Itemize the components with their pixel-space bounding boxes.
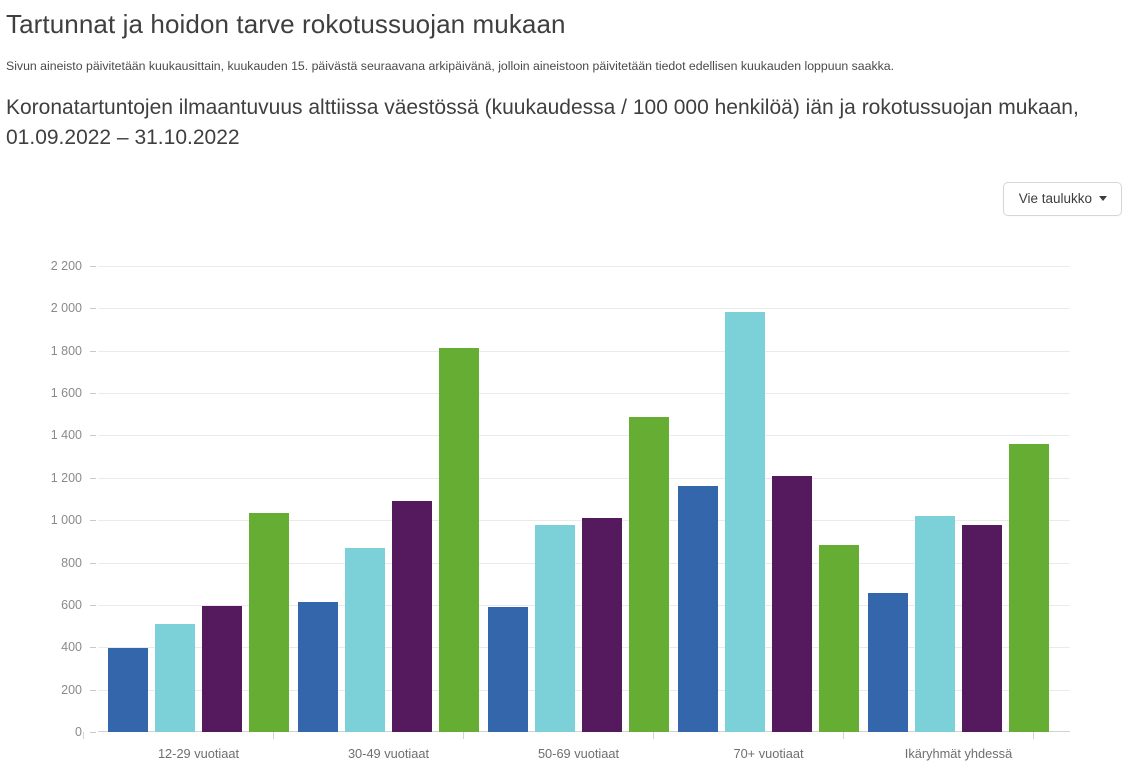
bar[interactable] bbox=[1009, 443, 1049, 732]
y-axis-tick-label: 2 000 bbox=[50, 301, 82, 316]
y-axis-tick bbox=[90, 350, 96, 352]
gridline bbox=[98, 266, 1070, 267]
y-axis-tick bbox=[90, 435, 96, 437]
bar[interactable] bbox=[345, 548, 385, 732]
y-axis-tick bbox=[90, 689, 96, 691]
y-axis-tick-label: 200 bbox=[61, 682, 82, 697]
y-axis-tick bbox=[90, 732, 96, 733]
y-axis-tick-label: 1 800 bbox=[50, 343, 82, 358]
y-axis-tick bbox=[90, 520, 96, 522]
y-axis-tick bbox=[90, 562, 96, 564]
x-axis-category-label: 30-49 vuotiaat bbox=[347, 746, 430, 761]
page-title: Tartunnat ja hoidon tarve rokotussuojan … bbox=[6, 9, 566, 39]
x-axis-category-label: Ikäryhmät yhdessä bbox=[904, 746, 1013, 761]
x-axis-category-label: 50-69 vuotiaat bbox=[537, 746, 620, 761]
bar[interactable] bbox=[108, 648, 148, 732]
bar[interactable] bbox=[725, 311, 765, 732]
y-axis-tick-label: 400 bbox=[61, 640, 82, 655]
x-axis-category-label: 70+ vuotiaat bbox=[733, 746, 804, 761]
x-axis-group-tick bbox=[273, 732, 274, 739]
bar[interactable] bbox=[298, 601, 338, 732]
y-axis-tick bbox=[90, 266, 96, 267]
chart-title: Koronatartuntojen ilmaantuvuus alttiissa… bbox=[6, 96, 1079, 149]
bar[interactable] bbox=[962, 525, 1002, 732]
y-axis-tick-label: 0 bbox=[75, 725, 82, 739]
bar[interactable] bbox=[629, 417, 669, 732]
y-axis-tick bbox=[90, 477, 96, 479]
x-axis-group-tick bbox=[463, 732, 464, 739]
gridline bbox=[98, 308, 1070, 310]
x-axis-category-label: 12-29 vuotiaat bbox=[157, 746, 240, 761]
export-table-label: Vie taulukko bbox=[1018, 191, 1092, 206]
export-toolbar: Vie taulukko bbox=[1002, 182, 1122, 216]
y-axis-tick-label: 800 bbox=[61, 555, 82, 570]
bar[interactable] bbox=[439, 347, 479, 732]
chart-plot: 0 200 400 600 800 1 000 1 200 1 400 1 600 1 800 2 … bbox=[0, 240, 1132, 777]
bar[interactable] bbox=[772, 475, 812, 732]
y-axis-tick-label: 1 600 bbox=[50, 386, 82, 401]
bar[interactable] bbox=[155, 623, 195, 732]
bar[interactable] bbox=[915, 515, 955, 732]
gridline bbox=[98, 477, 1070, 479]
bar[interactable] bbox=[678, 486, 718, 732]
bar[interactable] bbox=[488, 607, 528, 732]
y-axis-tick bbox=[90, 393, 96, 395]
x-axis-group-tick bbox=[843, 732, 844, 739]
bar[interactable] bbox=[868, 593, 908, 732]
plot-area: 0 200 400 600 800 1 000 1 200 1 400 1 600 1 800 2 … bbox=[51, 259, 1070, 761]
bar[interactable] bbox=[819, 544, 859, 732]
y-axis-tick bbox=[90, 647, 96, 649]
export-table-button[interactable]: Vie taulukko bbox=[1002, 182, 1122, 216]
y-axis-tick-label: 2 200 bbox=[50, 259, 82, 273]
y-axis-tick-label: 1 200 bbox=[50, 470, 82, 485]
bar[interactable] bbox=[202, 605, 242, 732]
y-axis-tick-label: 1 000 bbox=[50, 513, 82, 528]
y-axis-tick bbox=[90, 604, 96, 606]
bar[interactable] bbox=[249, 512, 289, 732]
gridline bbox=[98, 393, 1070, 395]
gridline bbox=[98, 350, 1070, 352]
bar[interactable] bbox=[392, 501, 432, 732]
bar[interactable] bbox=[582, 518, 622, 732]
y-axis-tick-label: 600 bbox=[61, 597, 82, 612]
bar[interactable] bbox=[535, 525, 575, 732]
gridline bbox=[98, 435, 1070, 437]
x-axis-group-tick bbox=[1033, 732, 1034, 739]
chevron-down-icon bbox=[1099, 196, 1107, 202]
x-axis-group-tick bbox=[653, 732, 654, 739]
x-axis-group-tick bbox=[83, 732, 84, 739]
y-axis-tick-label: 1 400 bbox=[50, 428, 82, 443]
page-update-note: Sivun aineisto päivitetään kuukausittain… bbox=[6, 59, 895, 73]
y-axis-tick bbox=[90, 308, 96, 310]
